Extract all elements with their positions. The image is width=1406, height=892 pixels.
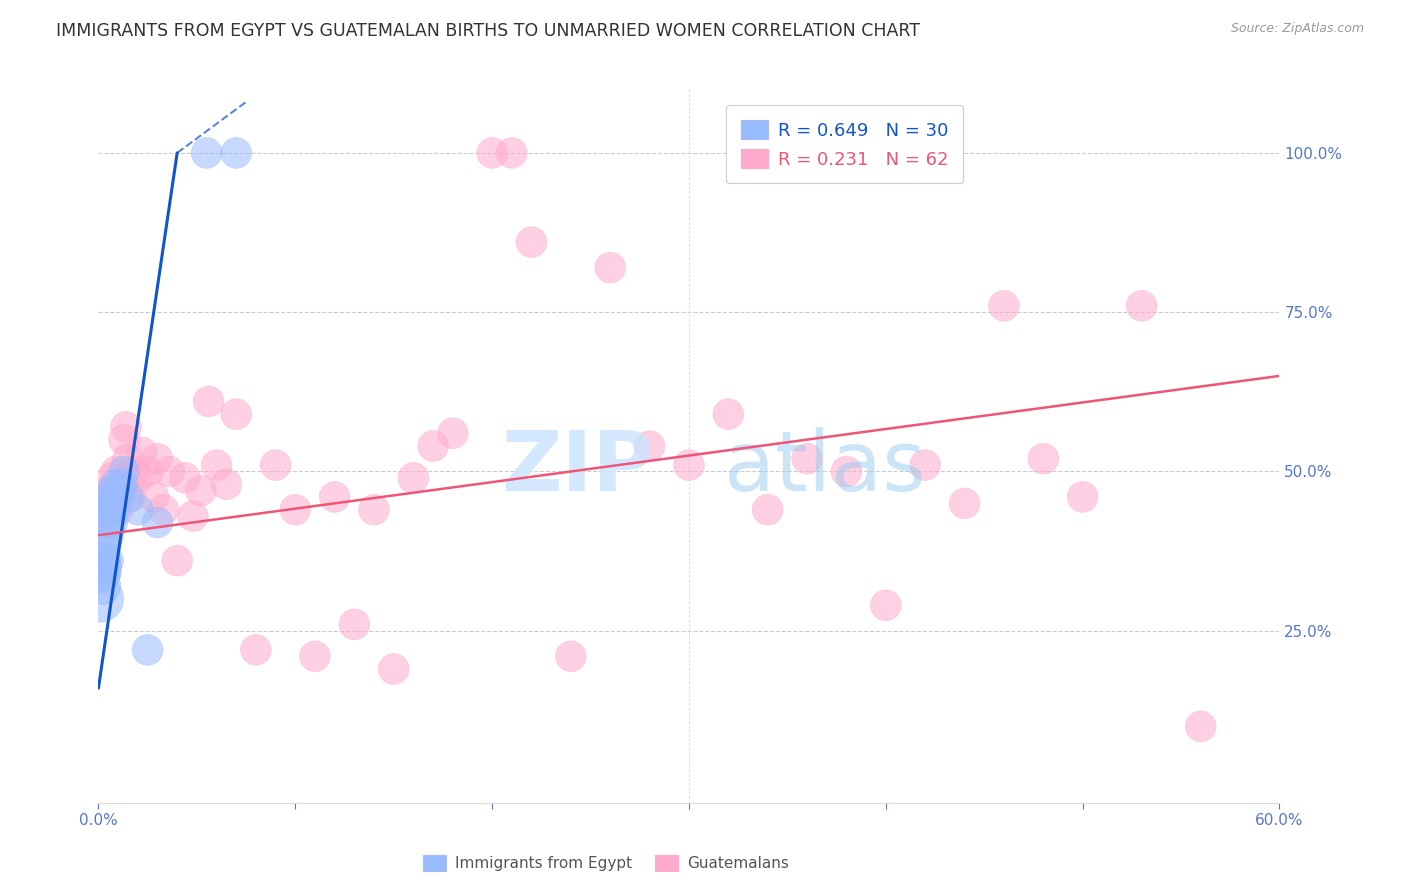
Point: [96, 560, 118, 574]
Point: [101, 483, 124, 498]
Text: Source: ZipAtlas.com: Source: ZipAtlas.com: [1230, 22, 1364, 36]
Point: [93, 566, 115, 581]
Point: [152, 502, 174, 516]
Point: [89, 502, 111, 516]
Point: [717, 407, 740, 421]
Point: [96, 534, 118, 549]
Point: [103, 502, 125, 516]
Point: [98, 490, 121, 504]
Point: [101, 471, 124, 485]
Point: [678, 458, 700, 472]
Point: [225, 145, 247, 160]
Point: [107, 490, 129, 504]
Point: [441, 426, 464, 441]
Point: [195, 145, 218, 160]
Point: [107, 502, 129, 516]
Point: [638, 439, 661, 453]
Point: [89, 566, 111, 581]
Point: [501, 145, 523, 160]
Point: [520, 235, 543, 249]
Point: [481, 145, 503, 160]
Point: [166, 554, 188, 568]
Text: ZIP: ZIP: [501, 427, 654, 508]
Point: [215, 477, 238, 491]
Point: [953, 496, 976, 510]
Point: [108, 483, 131, 498]
Point: [197, 394, 219, 409]
Point: [190, 483, 212, 498]
Point: [98, 502, 121, 516]
Point: [89, 591, 111, 606]
Point: [835, 465, 858, 479]
Point: [796, 451, 818, 466]
Point: [914, 458, 936, 472]
Point: [146, 516, 169, 530]
Point: [117, 490, 139, 504]
Point: [101, 516, 124, 530]
Point: [1130, 299, 1153, 313]
Point: [105, 465, 128, 479]
Point: [993, 299, 1015, 313]
Point: [304, 649, 326, 664]
Point: [93, 541, 115, 555]
Point: [1071, 490, 1094, 504]
Point: [127, 471, 149, 485]
Point: [118, 490, 141, 504]
Point: [98, 496, 121, 510]
Point: [1189, 719, 1212, 733]
Point: [97, 483, 120, 498]
Point: [111, 477, 134, 491]
Point: [323, 490, 346, 504]
Point: [108, 477, 131, 491]
Point: [111, 483, 134, 498]
Point: [91, 554, 114, 568]
Point: [181, 509, 204, 524]
Point: [225, 407, 247, 421]
Point: [245, 643, 267, 657]
Point: [756, 502, 779, 516]
Legend: Immigrants from Egypt, Guatemalans: Immigrants from Egypt, Guatemalans: [418, 849, 796, 877]
Point: [422, 439, 444, 453]
Point: [112, 465, 135, 479]
Point: [105, 477, 128, 491]
Point: [284, 502, 307, 516]
Point: [91, 579, 114, 593]
Point: [142, 490, 165, 504]
Point: [136, 643, 159, 657]
Point: [146, 451, 169, 466]
Point: [264, 458, 287, 472]
Point: [127, 502, 149, 516]
Point: [98, 516, 121, 530]
Point: [174, 471, 197, 485]
Point: [875, 599, 897, 613]
Point: [112, 433, 135, 447]
Point: [560, 649, 582, 664]
Point: [122, 465, 145, 479]
Point: [343, 617, 366, 632]
Text: IMMIGRANTS FROM EGYPT VS GUATEMALAN BIRTHS TO UNMARRIED WOMEN CORRELATION CHART: IMMIGRANTS FROM EGYPT VS GUATEMALAN BIRT…: [56, 22, 921, 40]
Point: [131, 445, 153, 459]
Point: [382, 662, 405, 676]
Point: [402, 471, 425, 485]
Text: atlas: atlas: [724, 427, 927, 508]
Point: [97, 554, 120, 568]
Point: [599, 260, 621, 275]
Point: [101, 496, 124, 510]
Point: [205, 458, 228, 472]
Point: [115, 420, 138, 434]
Point: [91, 509, 114, 524]
Point: [136, 465, 159, 479]
Point: [103, 490, 125, 504]
Point: [117, 451, 139, 466]
Point: [97, 528, 120, 542]
Point: [96, 502, 118, 516]
Point: [97, 502, 120, 516]
Point: [1032, 451, 1054, 466]
Point: [103, 490, 125, 504]
Point: [93, 490, 115, 504]
Point: [363, 502, 385, 516]
Point: [157, 465, 180, 479]
